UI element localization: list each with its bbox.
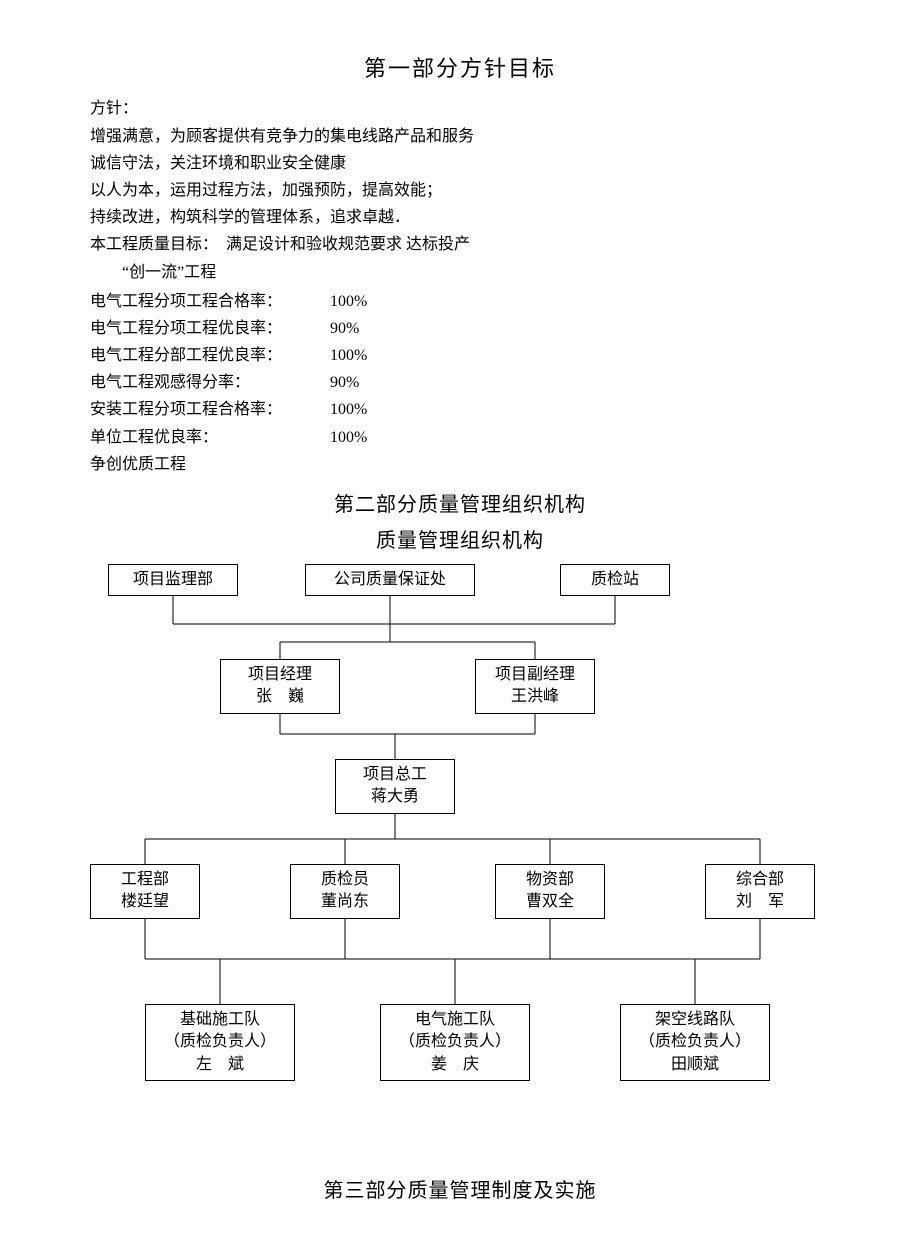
org-node-n6: 项目总工蒋大勇 <box>335 759 455 814</box>
metric-value: 100% <box>330 288 367 315</box>
metric-value: 100% <box>330 396 367 423</box>
org-node-n2: 公司质量保证处 <box>305 564 475 596</box>
org-node-n10: 综合部刘 军 <box>705 864 815 919</box>
org-node-n5: 项目副经理王洪峰 <box>475 659 595 714</box>
section2-subtitle: 质量管理组织机构 <box>90 524 830 558</box>
org-node-n4: 项目经理张 巍 <box>220 659 340 714</box>
section2-title: 第二部分质量管理组织机构 <box>90 488 830 522</box>
metric-value: 90% <box>330 315 359 342</box>
policy-line-1: 增强满意，为顾客提供有竞争力的集电线路产品和服务 <box>90 123 830 150</box>
metric-value: 90% <box>330 369 359 396</box>
goal-sub: “创一流”工程 <box>90 259 830 286</box>
org-node-n12: 电气施工队（质检负责人）姜 庆 <box>380 1004 530 1081</box>
policy-line-4: 持续改进，构筑科学的管理体系，追求卓越． <box>90 204 830 231</box>
metrics-block: 电气工程分项工程合格率： 100% 电气工程分项工程优良率： 90% 电气工程分… <box>90 288 830 451</box>
metric-label: 电气工程观感得分率： <box>90 369 330 396</box>
metric-row: 电气工程分项工程优良率： 90% <box>90 315 830 342</box>
closing-line: 争创优质工程 <box>90 451 830 478</box>
goal-label: 本工程质量目标： 满足设计和验收规范要求 达标投产 <box>90 231 830 258</box>
org-node-n3: 质检站 <box>560 564 670 596</box>
org-node-n8: 质检员董尚东 <box>290 864 400 919</box>
metric-row: 电气工程分项工程合格率： 100% <box>90 288 830 315</box>
metric-label: 电气工程分项工程优良率： <box>90 315 330 342</box>
section1-title: 第一部分方针目标 <box>90 50 830 87</box>
metric-row: 单位工程优良率： 100% <box>90 424 830 451</box>
org-node-n1: 项目监理部 <box>108 564 238 596</box>
policy-line-3: 以人为本，运用过程方法，加强预防，提高效能； <box>90 177 830 204</box>
metric-value: 100% <box>330 342 367 369</box>
org-node-n9: 物资部曹双全 <box>495 864 605 919</box>
policy-line-2: 诚信守法，关注环境和职业安全健康 <box>90 150 830 177</box>
metric-row: 安装工程分项工程合格率： 100% <box>90 396 830 423</box>
org-node-n13: 架空线路队（质检负责人）田顺斌 <box>620 1004 770 1081</box>
metric-label: 安装工程分项工程合格率： <box>90 396 330 423</box>
metric-label: 电气工程分部工程优良率： <box>90 342 330 369</box>
metric-value: 100% <box>330 424 367 451</box>
metric-label: 单位工程优良率： <box>90 424 330 451</box>
section3-title: 第三部分质量管理制度及实施 <box>90 1174 830 1208</box>
org-chart: 项目监理部 公司质量保证处 质检站项目经理张 巍 项目副经理王洪峰项目总工蒋大勇工程部… <box>90 564 830 1134</box>
org-node-n11: 基础施工队（质检负责人）左 斌 <box>145 1004 295 1081</box>
org-node-n7: 工程部楼廷望 <box>90 864 200 919</box>
metric-row: 电气工程分部工程优良率： 100% <box>90 342 830 369</box>
metric-label: 电气工程分项工程合格率： <box>90 288 330 315</box>
policy-label: 方针： <box>90 95 830 122</box>
metric-row: 电气工程观感得分率： 90% <box>90 369 830 396</box>
